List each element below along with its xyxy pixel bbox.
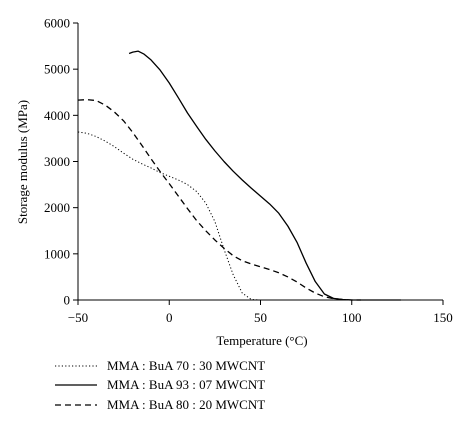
x-axis-label: Temperature (°C) [216, 333, 307, 348]
y-tick-label: 2000 [44, 200, 70, 215]
series-line-dotted [77, 131, 398, 301]
legend-label: MMA : BuA 70 : 30 MWCNT [107, 357, 266, 373]
x-tick-label: 150 [433, 310, 453, 325]
y-tick-label: 4000 [44, 108, 70, 123]
legend-label: MMA : BuA 93 : 07 MWCNT [107, 377, 266, 393]
plot-lines [77, 50, 402, 301]
y-tick-label: 3000 [44, 154, 70, 169]
y-axis-label: Storage modulus (MPa) [15, 100, 30, 224]
legend-label: MMA : BuA 80 : 20 MWCNT [107, 396, 266, 412]
legend-item-93-07: MMA : BuA 93 : 07 MWCNT [55, 376, 265, 396]
y-axis-ticks: 0 1000 2000 3000 4000 5000 6000 [44, 16, 78, 308]
dotted-line-swatch [55, 365, 97, 367]
solid-line-swatch [55, 384, 97, 386]
dashed-line-swatch [55, 404, 97, 406]
series-line-solid [128, 50, 402, 301]
x-tick-label: 100 [342, 310, 362, 325]
y-tick-label: 5000 [44, 62, 70, 77]
y-tick-label: 1000 [44, 246, 70, 261]
y-tick-label: 6000 [44, 16, 70, 31]
x-axis-ticks: −50 0 50 100 150 [68, 300, 453, 325]
legend-item-70-30: MMA : BuA 70 : 30 MWCNT [55, 356, 265, 376]
legend-item-80-20: MMA : BuA 80 : 20 MWCNT [55, 395, 265, 415]
y-tick-label: 0 [64, 293, 71, 308]
series-line-dashed [77, 98, 361, 301]
x-tick-label: 0 [166, 310, 173, 325]
x-tick-label: −50 [68, 310, 88, 325]
x-tick-label: 50 [254, 310, 267, 325]
legend: MMA : BuA 70 : 30 MWCNT MMA : BuA 93 : 0… [55, 356, 265, 415]
